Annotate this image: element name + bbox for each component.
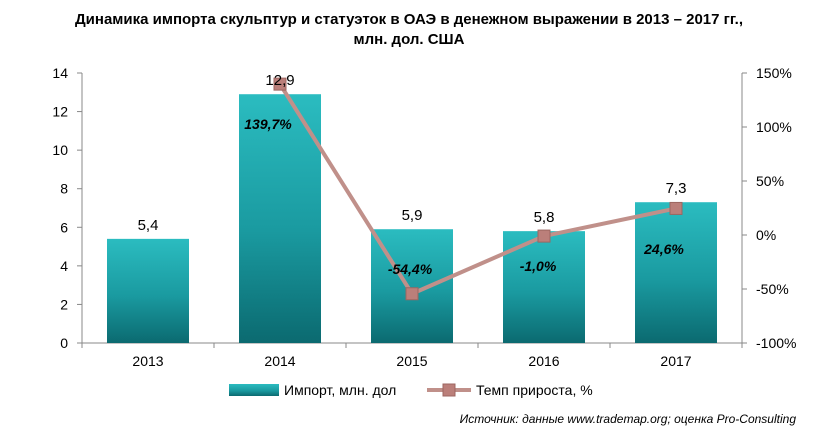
growth-marker [273, 77, 287, 91]
bar [239, 94, 321, 343]
y-left-tick-label: 12 [52, 104, 68, 120]
growth-value-label: 24,6% [643, 241, 684, 257]
y-left-tick-label: 14 [52, 65, 68, 81]
x-tick-label: 2013 [132, 353, 163, 369]
bar-value-label: 5,4 [138, 217, 159, 234]
growth-marker [669, 201, 683, 215]
chart-title-line-1: Динамика импорта скульптур и статуэток в… [74, 11, 743, 28]
chart-title-line-2: млн. дол. США [353, 31, 465, 48]
x-tick-label: 2015 [396, 353, 427, 369]
growth-value-label: -54,4% [388, 261, 433, 277]
legend-swatch-marker [442, 383, 456, 397]
bar [107, 238, 189, 343]
y-right-tick-label: -100% [756, 335, 796, 351]
y-right-tick-label: 100% [756, 119, 792, 135]
y-left-tick-label: 6 [60, 219, 68, 235]
y-right-tick-label: 150% [756, 65, 792, 81]
growth-line [278, 83, 677, 296]
chart-title: Динамика импорта скульптур и статуэток в… [0, 10, 818, 50]
growth-value-label: -1,0% [520, 258, 557, 274]
y-left-tick-label: 10 [52, 142, 68, 158]
y-left-tick-label: 0 [60, 335, 68, 351]
growth-value-label: 139,7% [244, 116, 292, 132]
y-left-tick-label: 4 [60, 258, 68, 274]
x-tick-label: 2014 [264, 353, 295, 369]
legend-label-bars: Импорт, млн. дол [284, 382, 396, 398]
growth-marker [537, 229, 551, 243]
bar [635, 202, 717, 343]
x-tick-label: 2017 [660, 353, 691, 369]
y-right-tick-label: 0% [756, 227, 776, 243]
bar-value-label: 12,9 [265, 72, 294, 89]
source-note: Источник: данные www.trademap.org; оценк… [459, 412, 796, 426]
legend-swatch-bars [229, 384, 279, 396]
bar-value-label: 7,3 [666, 180, 687, 197]
bar-value-label: 5,8 [534, 209, 555, 226]
legend-label-line: Темп прироста, % [476, 382, 593, 398]
y-right-tick-label: -50% [756, 281, 789, 297]
growth-marker [405, 287, 419, 301]
x-tick-label: 2016 [528, 353, 559, 369]
bar-value-label: 5,9 [402, 207, 423, 224]
y-left-tick-label: 8 [60, 181, 68, 197]
y-left-tick-label: 2 [60, 296, 68, 312]
y-right-tick-label: 50% [756, 173, 784, 189]
